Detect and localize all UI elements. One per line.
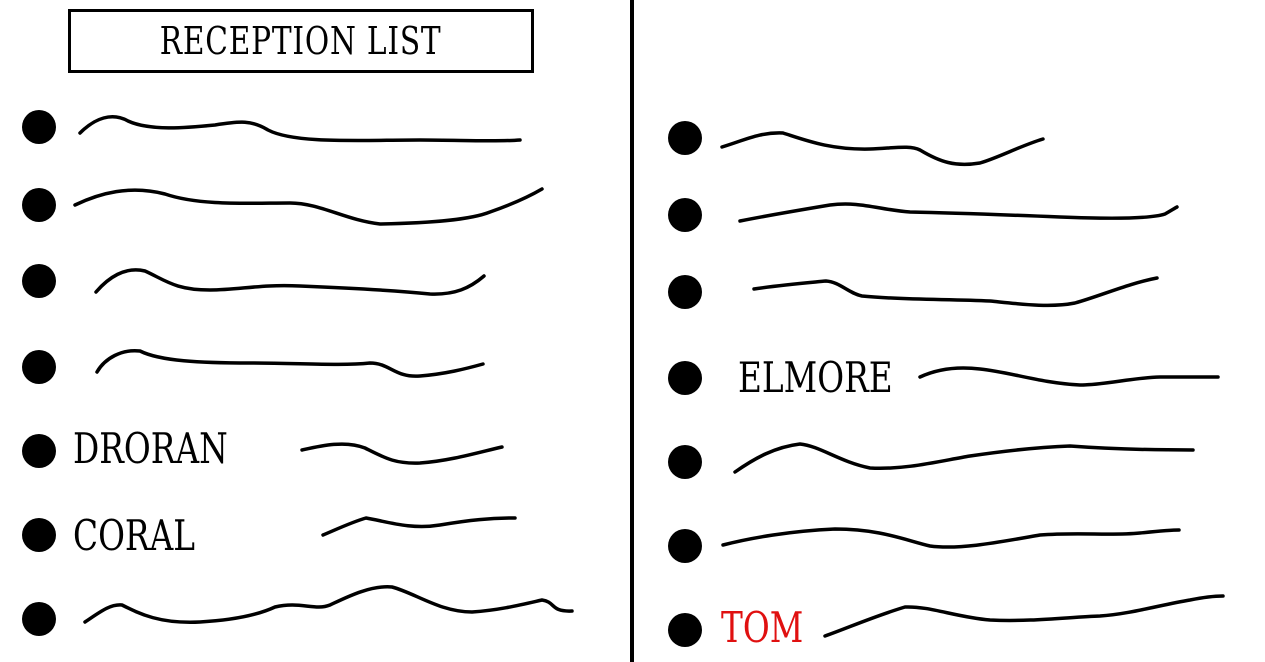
bullet-left-7 <box>22 602 56 636</box>
scribble-right-4 <box>918 366 1220 387</box>
column-divider <box>630 0 634 662</box>
bullet-left-5 <box>22 434 56 468</box>
scribble-left-2 <box>73 187 544 226</box>
scribble-right-5 <box>733 442 1195 474</box>
bullet-left-2 <box>22 188 56 222</box>
bullet-right-4 <box>668 361 702 395</box>
name-coral: CORAL <box>73 511 196 560</box>
name-tom: TOM <box>721 603 804 652</box>
bullet-left-1 <box>22 110 56 144</box>
scribble-left-1 <box>78 115 522 143</box>
scribble-right-6 <box>721 527 1181 549</box>
scribble-left-6 <box>321 516 517 537</box>
bullet-right-5 <box>668 445 702 479</box>
bullet-right-2 <box>668 198 702 232</box>
scribble-right-1 <box>720 131 1045 167</box>
scribble-left-4 <box>95 349 485 378</box>
bullet-right-1 <box>668 121 702 155</box>
bullet-left-6 <box>22 518 56 552</box>
scribble-right-2 <box>738 202 1179 223</box>
bullet-right-6 <box>668 529 702 563</box>
scribble-left-7 <box>83 585 574 625</box>
bullet-right-3 <box>668 275 702 309</box>
page-title: RECEPTION LIST <box>160 19 442 63</box>
bullet-left-4 <box>22 350 56 384</box>
reception-list-title-box: RECEPTION LIST <box>68 9 534 73</box>
bullet-right-7 <box>668 613 702 647</box>
scribble-right-3 <box>752 276 1159 308</box>
scribble-left-5 <box>300 442 504 465</box>
name-elmore: ELMORE <box>738 353 893 402</box>
name-droran: DRORAN <box>73 424 228 473</box>
scribble-left-3 <box>94 268 486 296</box>
bullet-left-3 <box>22 264 56 298</box>
scribble-right-7 <box>823 594 1225 638</box>
